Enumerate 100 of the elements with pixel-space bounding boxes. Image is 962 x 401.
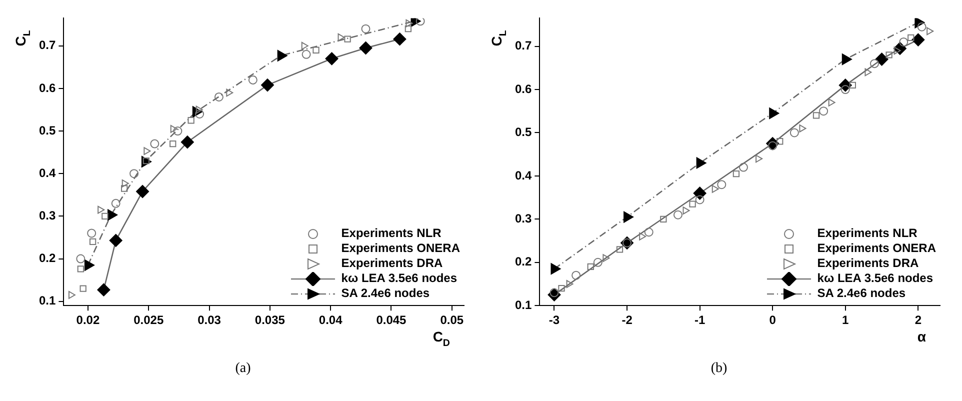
point <box>84 259 94 271</box>
y-tick-label: 0.4 <box>514 168 532 182</box>
point <box>695 195 704 204</box>
x-tick-label: 0 <box>769 313 776 328</box>
y-axis-title: CL <box>12 30 33 46</box>
point <box>602 254 610 262</box>
point <box>361 24 370 34</box>
x-tick-label: 0.05 <box>440 313 464 328</box>
y-tick-label: 0.3 <box>38 208 56 222</box>
point <box>550 263 561 275</box>
point <box>406 19 413 28</box>
x-tick-label: -1 <box>694 313 706 328</box>
point <box>111 198 120 208</box>
point <box>107 209 118 221</box>
y-tick-label: 0.5 <box>514 125 532 140</box>
point <box>696 157 706 169</box>
point <box>77 266 84 272</box>
point <box>109 234 122 247</box>
point <box>790 128 799 138</box>
point <box>248 75 258 84</box>
x-tick-label: 0.02 <box>76 313 100 328</box>
point <box>195 110 204 118</box>
point <box>87 228 96 238</box>
y-axis-title: CL <box>488 30 509 46</box>
point <box>180 136 194 149</box>
y-tick-label: 0.6 <box>514 82 532 96</box>
x-tick-label: 0.035 <box>254 313 286 328</box>
point <box>121 185 128 192</box>
point <box>404 26 412 32</box>
point <box>842 54 852 65</box>
point <box>776 138 784 145</box>
point <box>76 254 86 264</box>
point <box>819 106 828 116</box>
y-tick-label: 0.7 <box>38 38 56 52</box>
legend-label: kω LEA 3.5e6 nodes <box>341 271 458 286</box>
point <box>693 186 706 200</box>
point <box>416 18 425 26</box>
point <box>899 37 908 46</box>
legend-label: Experiments DRA <box>817 256 919 271</box>
point <box>756 154 763 163</box>
point <box>68 290 76 299</box>
point <box>864 68 872 76</box>
text: (a) <box>234 361 252 377</box>
point <box>660 216 667 222</box>
point <box>593 258 602 267</box>
point <box>886 52 892 58</box>
y-tick-label: 0.3 <box>514 211 532 226</box>
legend-label: Experiments ONERA <box>341 241 460 256</box>
point <box>393 32 406 46</box>
point <box>130 169 139 178</box>
x-tick-label: 0.03 <box>198 313 222 328</box>
point <box>89 238 96 246</box>
point <box>875 52 888 66</box>
x-tick-label: 1 <box>842 313 850 328</box>
y-tick-label: 0.6 <box>38 80 56 95</box>
x-tick-label: 2 <box>914 313 922 328</box>
x-axis-title: α <box>917 328 926 345</box>
point <box>150 139 160 148</box>
point <box>587 263 594 270</box>
legend-label: Experiments NLR <box>341 226 442 241</box>
point <box>849 82 856 89</box>
point <box>302 50 311 59</box>
point <box>639 232 646 240</box>
point <box>359 42 372 55</box>
point <box>799 124 806 132</box>
legend-label: SA 2.4e6 nodes <box>817 286 906 301</box>
legend-label: kω LEA 3.5e6 nodes <box>817 271 934 286</box>
legend-label: SA 2.4e6 nodes <box>341 286 430 301</box>
point <box>917 22 926 32</box>
point <box>196 106 203 114</box>
point <box>312 46 320 54</box>
point <box>325 52 338 66</box>
legend-label: Experiments NLR <box>817 226 918 241</box>
point <box>717 180 726 190</box>
y-tick-label: 0.5 <box>38 123 56 138</box>
point <box>558 284 565 292</box>
point <box>926 27 934 36</box>
point <box>566 280 574 288</box>
y-tick-label: 0.7 <box>514 38 532 53</box>
y-tick-label: 0.4 <box>38 166 56 180</box>
point <box>80 285 86 292</box>
point <box>673 210 682 220</box>
point <box>908 34 914 41</box>
x-tick-label: 0.025 <box>134 313 164 328</box>
point <box>572 270 581 280</box>
point <box>98 206 105 214</box>
point <box>689 200 696 208</box>
point <box>277 50 288 62</box>
point <box>682 206 690 214</box>
point <box>870 59 879 68</box>
point <box>144 147 151 156</box>
point <box>301 42 308 50</box>
point <box>173 126 182 136</box>
point <box>102 212 108 220</box>
point <box>732 170 740 178</box>
point <box>226 88 234 97</box>
point <box>122 179 129 188</box>
point <box>828 98 836 106</box>
point <box>769 108 780 119</box>
x-tick-label: -3 <box>548 313 560 328</box>
